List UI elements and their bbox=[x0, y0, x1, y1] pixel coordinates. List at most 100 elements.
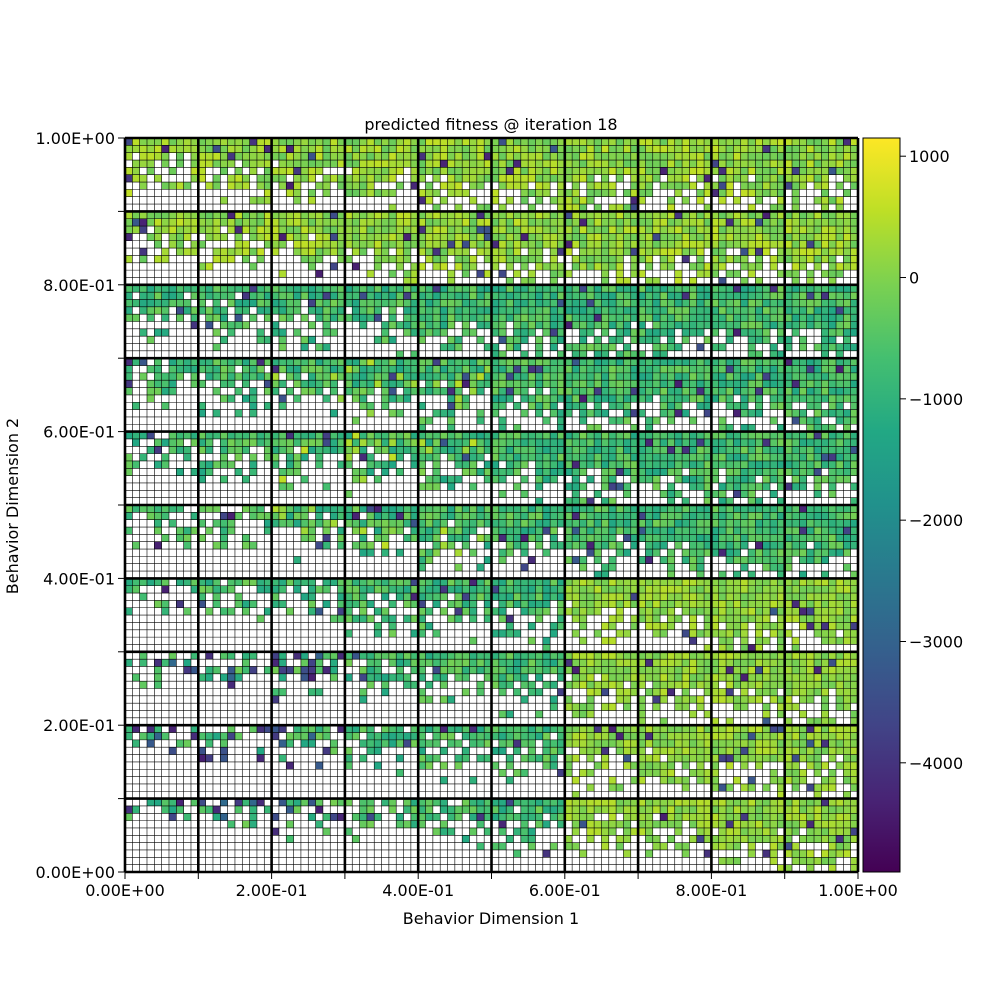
heatmap-cell bbox=[315, 211, 323, 219]
heatmap-cell bbox=[205, 673, 213, 682]
heatmap-cell bbox=[264, 174, 272, 183]
heatmap-cell bbox=[271, 372, 279, 381]
heatmap-cell bbox=[535, 820, 543, 828]
heatmap-cell bbox=[396, 218, 404, 227]
heatmap-cell bbox=[630, 659, 639, 667]
heatmap-cell bbox=[403, 659, 411, 667]
heatmap-cell bbox=[410, 651, 419, 660]
heatmap-cell bbox=[718, 394, 727, 403]
heatmap-cell bbox=[601, 292, 609, 300]
heatmap-cell bbox=[432, 211, 441, 219]
heatmap-cell bbox=[674, 387, 683, 395]
heatmap-cell bbox=[337, 505, 345, 513]
heatmap-cell bbox=[572, 651, 580, 660]
heatmap-cell bbox=[638, 593, 646, 601]
heatmap-cell bbox=[594, 145, 602, 153]
heatmap-cell bbox=[125, 299, 133, 307]
heatmap-cell bbox=[755, 673, 763, 682]
heatmap-cell bbox=[132, 138, 140, 146]
heatmap-cell bbox=[176, 233, 184, 241]
heatmap-cell bbox=[139, 681, 147, 689]
heatmap-cell bbox=[550, 659, 558, 667]
heatmap-cell bbox=[520, 138, 529, 146]
heatmap-cell bbox=[557, 585, 565, 594]
heatmap-cell bbox=[520, 226, 529, 234]
heatmap-cell bbox=[330, 651, 338, 660]
heatmap-cell bbox=[601, 453, 609, 461]
heatmap-cell bbox=[638, 196, 646, 205]
heatmap-cell bbox=[352, 240, 360, 249]
heatmap-cell bbox=[447, 372, 455, 381]
heatmap-cell bbox=[711, 512, 719, 520]
heatmap-cell bbox=[183, 306, 191, 315]
heatmap-cell bbox=[542, 468, 551, 476]
heatmap-cell bbox=[586, 358, 595, 366]
heatmap-cell bbox=[418, 629, 426, 638]
heatmap-cell bbox=[359, 167, 367, 175]
heatmap-cell bbox=[462, 600, 470, 608]
heatmap-cell bbox=[462, 673, 470, 682]
heatmap-cell bbox=[572, 534, 580, 542]
heatmap-cell bbox=[476, 174, 485, 183]
heatmap-cell bbox=[594, 138, 602, 146]
heatmap-cell bbox=[161, 387, 169, 395]
heatmap-cell bbox=[777, 299, 785, 307]
heatmap-cell bbox=[704, 732, 712, 740]
heatmap-cell bbox=[249, 725, 257, 733]
heatmap-cell bbox=[689, 519, 697, 528]
heatmap-cell bbox=[535, 497, 543, 505]
heatmap-cell bbox=[286, 299, 294, 307]
heatmap-cell bbox=[696, 629, 705, 638]
heatmap-cell bbox=[176, 798, 184, 806]
heatmap-cell bbox=[410, 578, 419, 586]
heatmap-cell bbox=[183, 218, 191, 227]
heatmap-cell bbox=[286, 666, 294, 674]
heatmap-cell bbox=[682, 394, 690, 403]
heatmap-cell bbox=[645, 416, 653, 425]
heatmap-cell bbox=[498, 615, 507, 623]
heatmap-cell bbox=[528, 732, 536, 740]
heatmap-cell bbox=[667, 299, 675, 307]
heatmap-cell bbox=[410, 659, 419, 667]
heatmap-cell bbox=[315, 659, 323, 667]
heatmap-cell bbox=[220, 813, 228, 821]
heatmap-cell bbox=[308, 160, 316, 168]
heatmap-cell bbox=[689, 468, 697, 476]
heatmap-cell bbox=[594, 358, 602, 366]
heatmap-cell bbox=[432, 226, 441, 234]
heatmap-cell bbox=[528, 527, 536, 535]
heatmap-cell bbox=[432, 248, 441, 256]
heatmap-cell bbox=[432, 739, 441, 748]
heatmap-cell bbox=[762, 651, 771, 660]
heatmap-cell bbox=[682, 284, 690, 293]
heatmap-cell bbox=[491, 358, 499, 366]
heatmap-cell bbox=[645, 556, 653, 564]
heatmap-cell bbox=[542, 739, 551, 748]
heatmap-cell bbox=[403, 365, 411, 373]
heatmap-cell bbox=[506, 835, 514, 843]
heatmap-cell bbox=[550, 328, 558, 337]
heatmap-cell bbox=[381, 688, 389, 696]
heatmap-cell bbox=[161, 453, 169, 461]
heatmap-cell bbox=[718, 519, 727, 528]
heatmap-cell bbox=[645, 277, 653, 285]
heatmap-cell bbox=[711, 505, 719, 513]
heatmap-cell bbox=[740, 783, 749, 792]
heatmap-cell bbox=[623, 747, 631, 755]
heatmap-cell bbox=[344, 174, 353, 183]
heatmap-cell bbox=[234, 226, 243, 234]
heatmap-cell bbox=[645, 578, 653, 586]
heatmap-cell bbox=[535, 233, 543, 241]
heatmap-cell bbox=[623, 248, 631, 256]
heatmap-cell bbox=[550, 527, 558, 535]
heatmap-cell bbox=[132, 739, 140, 748]
heatmap-cell bbox=[454, 453, 463, 461]
heatmap-cell bbox=[667, 527, 675, 535]
heatmap-cell bbox=[748, 299, 756, 307]
heatmap-cell bbox=[388, 394, 397, 403]
heatmap-cell bbox=[374, 152, 382, 161]
heatmap-cell bbox=[557, 416, 565, 425]
heatmap-cell bbox=[770, 438, 778, 447]
heatmap-cell bbox=[733, 593, 741, 601]
heatmap-cell bbox=[726, 688, 734, 696]
